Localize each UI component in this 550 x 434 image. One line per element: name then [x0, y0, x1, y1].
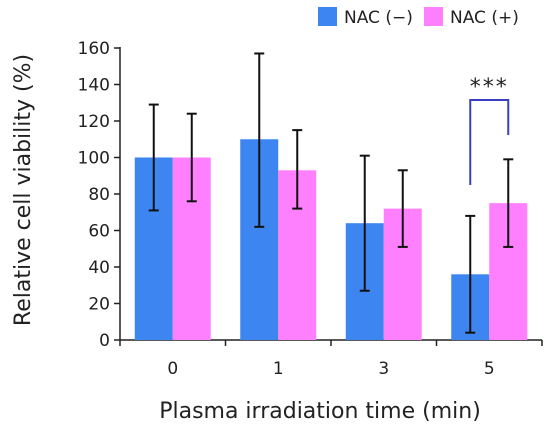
y-tick-label: 100: [78, 149, 110, 169]
y-tick-label: 40: [88, 258, 110, 278]
y-tick-label: 20: [88, 295, 110, 315]
y-tick-label: 60: [88, 222, 110, 242]
y-tick-label: 120: [78, 112, 110, 132]
y-axis-title: Relative cell viability (%): [11, 54, 36, 326]
bars: [134, 139, 528, 340]
x-tick-label: 3: [378, 359, 389, 379]
y-tick-label: 160: [78, 39, 110, 59]
error-bars: [148, 52, 514, 334]
x-axis-title: Plasma irradiation time (min): [159, 399, 481, 424]
legend-label-nac-plus: NAC (+): [450, 8, 519, 28]
x-tick-label: 0: [167, 359, 178, 379]
y-axis: 0 20 40 60 80 100 120 140 160: [78, 39, 121, 351]
legend: NAC (−) NAC (+): [318, 7, 519, 28]
legend-label-nac-minus: NAC (−): [344, 8, 413, 28]
y-tick-label: 140: [78, 76, 110, 96]
x-axis: 0 1 3 5: [119, 339, 543, 379]
significance-bracket: [469, 99, 510, 185]
y-tick-label: 80: [88, 185, 110, 205]
y-tick-label: 0: [99, 331, 110, 351]
significance-stars: ***: [470, 75, 509, 100]
x-tick-label: 1: [273, 359, 284, 379]
legend-swatch-nac-plus: [424, 7, 443, 26]
legend-swatch-nac-minus: [318, 7, 337, 26]
x-tick-label: 5: [484, 359, 495, 379]
significance-annotation: ***: [469, 75, 510, 185]
